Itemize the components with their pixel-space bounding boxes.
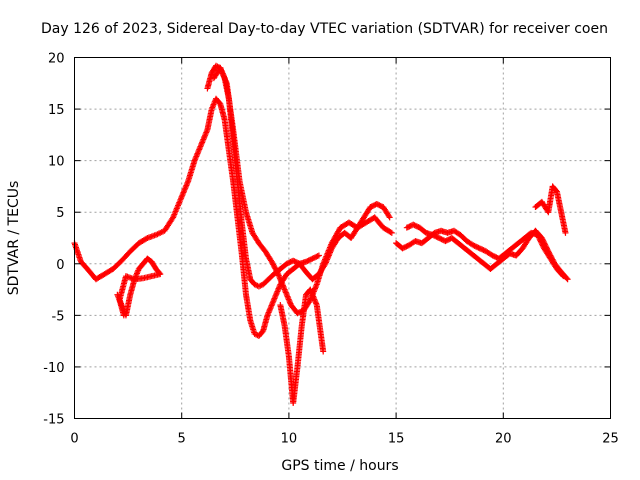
- y-tick-label: -10: [43, 361, 64, 376]
- data-point: [387, 229, 394, 236]
- data-point: [542, 243, 549, 250]
- data-point: [143, 235, 150, 242]
- x-tick-label: 20: [495, 432, 512, 447]
- data-point: [386, 214, 393, 221]
- ticks: 0 5 10 15 20 25 -15 -10 -5 0 5 10 15 20: [43, 52, 619, 447]
- data-point: [320, 348, 327, 355]
- data-point: [120, 312, 127, 319]
- data-point: [543, 244, 550, 251]
- data-point: [388, 229, 395, 236]
- y-tick-label: 0: [56, 258, 64, 273]
- y-tick-label: 5: [56, 206, 64, 221]
- y-tick-label: 15: [48, 103, 65, 118]
- series-track-g: [403, 221, 571, 283]
- data-point: [385, 213, 392, 220]
- data-point: [544, 247, 551, 254]
- x-tick-label: 10: [281, 432, 298, 447]
- data-point: [539, 236, 546, 243]
- y-tick-label: 20: [48, 52, 65, 67]
- x-tick-label: 5: [178, 432, 186, 447]
- data-point: [538, 235, 545, 241]
- series-track-e: [114, 255, 164, 319]
- x-tick-label: 15: [388, 432, 405, 447]
- data-point: [564, 276, 571, 283]
- data-point: [315, 252, 322, 259]
- y-tick-label: -5: [52, 309, 65, 324]
- data-point: [541, 240, 548, 247]
- y-axis-label: SDTVAR / TECUs: [6, 181, 22, 296]
- y-tick-label: 10: [48, 155, 65, 170]
- plot-frame: [74, 57, 611, 419]
- data-point: [562, 229, 569, 236]
- series-track-a: [71, 95, 322, 339]
- x-axis-label: GPS time / hours: [281, 458, 398, 474]
- data-point: [563, 275, 570, 282]
- data-point: [314, 253, 321, 260]
- series-track-h: [532, 183, 569, 236]
- x-tick-label: 25: [602, 432, 619, 447]
- x-tick-label: 0: [70, 432, 78, 447]
- data-point: [274, 269, 281, 276]
- data-point: [542, 241, 549, 248]
- data-layer: [71, 62, 571, 407]
- data-point: [544, 245, 551, 252]
- data-point: [540, 239, 547, 246]
- y-tick-label: -15: [43, 413, 64, 428]
- series-track-d: [277, 286, 327, 407]
- chart-title: Day 126 of 2023, Sidereal Day-to-day VTE…: [41, 21, 608, 37]
- data-point: [540, 237, 547, 244]
- grid: [74, 57, 611, 419]
